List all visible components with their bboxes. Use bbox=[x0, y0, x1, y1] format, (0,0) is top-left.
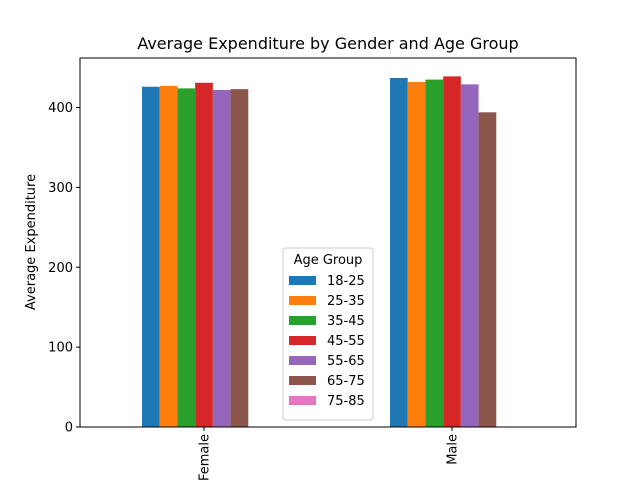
legend-label: 65-75 bbox=[327, 374, 365, 389]
legend-swatch-18-25 bbox=[289, 276, 316, 285]
y-tick-label: 100 bbox=[48, 341, 73, 356]
legend-swatch-35-45 bbox=[289, 316, 316, 325]
legend-title: Age Group bbox=[294, 253, 363, 268]
chart-title: Average Expenditure by Gender and Age Gr… bbox=[137, 34, 518, 53]
bar-female-35-45 bbox=[177, 88, 196, 427]
y-tick-label: 0 bbox=[65, 421, 73, 436]
y-tick-label: 300 bbox=[48, 181, 73, 196]
bar-male-25-35 bbox=[407, 81, 426, 428]
y-axis-label: Average Expenditure bbox=[24, 174, 39, 310]
plot-area bbox=[142, 76, 497, 428]
x-tick-label: Male bbox=[446, 434, 461, 465]
bar-female-18-25 bbox=[142, 86, 160, 428]
y-tick-label: 200 bbox=[48, 261, 73, 276]
bar-male-18-25 bbox=[390, 77, 408, 427]
legend-swatch-55-65 bbox=[289, 356, 316, 365]
legend-label: 18-25 bbox=[327, 274, 365, 289]
bar-female-65-75 bbox=[230, 89, 249, 427]
legend-label: 45-55 bbox=[327, 334, 365, 349]
x-tick-label: Female bbox=[198, 434, 213, 480]
y-axis: 0 100 200 300 400 bbox=[48, 101, 80, 436]
bar-female-55-65 bbox=[212, 89, 231, 427]
bar-female-45-55 bbox=[195, 82, 213, 428]
bar-male-55-65 bbox=[460, 84, 479, 427]
legend-label: 75-85 bbox=[327, 394, 365, 409]
y-tick-label: 400 bbox=[48, 101, 73, 116]
legend-swatch-45-55 bbox=[289, 336, 316, 345]
legend-label: 35-45 bbox=[327, 314, 365, 329]
legend-swatch-75-85 bbox=[289, 396, 316, 405]
bar-male-35-45 bbox=[425, 79, 444, 427]
x-axis: Female Male bbox=[198, 427, 461, 480]
legend-label: 55-65 bbox=[327, 354, 365, 369]
bar-female-25-35 bbox=[159, 85, 178, 428]
plot-frame bbox=[79, 57, 577, 428]
legend-swatch-65-75 bbox=[289, 376, 316, 385]
legend-label: 25-35 bbox=[327, 294, 365, 309]
legend-swatch-25-35 bbox=[289, 296, 316, 305]
bar-male-65-75 bbox=[478, 112, 497, 427]
legend: Age Group 18-25 25-35 35-45 45-55 55-65 65-75… bbox=[282, 247, 374, 421]
bar-male-45-55 bbox=[443, 76, 461, 428]
